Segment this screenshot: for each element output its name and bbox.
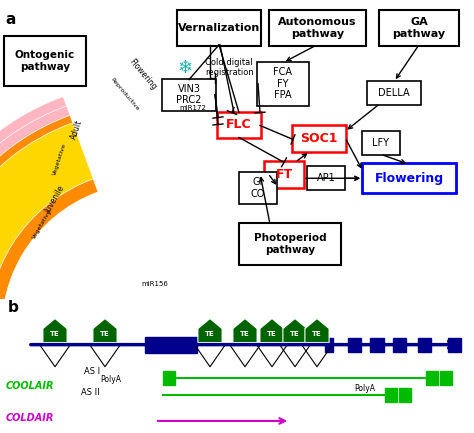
Text: PolyA: PolyA — [100, 375, 121, 384]
Bar — [145, 336, 197, 352]
Text: AS II: AS II — [82, 388, 100, 397]
Text: miR172: miR172 — [180, 104, 207, 110]
Polygon shape — [260, 319, 284, 343]
FancyBboxPatch shape — [362, 132, 400, 155]
Bar — [393, 338, 406, 352]
FancyBboxPatch shape — [217, 112, 261, 139]
Text: Photoperiod
pathway: Photoperiod pathway — [254, 233, 326, 255]
Text: AS I: AS I — [84, 367, 100, 376]
Text: a: a — [5, 12, 15, 27]
Text: Ontogenic
pathway: Ontogenic pathway — [15, 50, 75, 71]
Polygon shape — [305, 319, 329, 343]
Text: Autonomous
pathway: Autonomous pathway — [278, 17, 357, 39]
Wedge shape — [0, 97, 67, 229]
Bar — [370, 338, 384, 352]
Text: b: b — [8, 301, 19, 316]
FancyBboxPatch shape — [367, 81, 421, 105]
FancyBboxPatch shape — [362, 163, 456, 193]
FancyBboxPatch shape — [177, 10, 261, 46]
FancyBboxPatch shape — [264, 162, 304, 188]
FancyBboxPatch shape — [239, 172, 277, 204]
FancyBboxPatch shape — [379, 10, 459, 46]
Text: miR156: miR156 — [142, 281, 168, 287]
Text: FLC: FLC — [226, 119, 252, 132]
FancyBboxPatch shape — [239, 223, 341, 265]
Text: Juvenile: Juvenile — [44, 184, 66, 214]
Wedge shape — [0, 97, 67, 229]
Bar — [325, 338, 333, 352]
Wedge shape — [0, 106, 70, 270]
FancyBboxPatch shape — [162, 79, 216, 110]
FancyBboxPatch shape — [269, 10, 366, 46]
Text: Reproductive: Reproductive — [109, 77, 140, 112]
Bar — [448, 338, 461, 352]
Wedge shape — [0, 123, 93, 348]
Bar — [426, 371, 438, 385]
FancyBboxPatch shape — [292, 126, 346, 152]
Text: TE: TE — [290, 331, 300, 336]
Text: ❄: ❄ — [177, 59, 192, 77]
Text: AP1: AP1 — [317, 173, 336, 183]
Text: COLDAIR: COLDAIR — [6, 413, 54, 423]
Text: Vegetative: Vegetative — [53, 142, 68, 176]
Text: Cold digital
registration: Cold digital registration — [205, 58, 254, 78]
Text: GA
pathway: GA pathway — [392, 17, 446, 39]
Text: TE: TE — [100, 331, 110, 336]
Text: FCA
FY
FPA: FCA FY FPA — [273, 67, 292, 100]
Bar — [399, 388, 411, 402]
Bar — [440, 371, 452, 385]
Text: Vernalization: Vernalization — [178, 23, 260, 33]
Text: Flowering: Flowering — [374, 172, 444, 185]
Polygon shape — [233, 319, 257, 343]
Bar — [163, 371, 175, 385]
Text: Vegetative: Vegetative — [31, 208, 53, 240]
Text: TE: TE — [267, 331, 277, 336]
Text: TE: TE — [240, 331, 250, 336]
Text: COOLAIR: COOLAIR — [6, 381, 54, 391]
Polygon shape — [198, 319, 222, 343]
Wedge shape — [0, 379, 148, 433]
Wedge shape — [0, 108, 148, 433]
Wedge shape — [0, 108, 86, 252]
Text: LFY: LFY — [373, 139, 390, 149]
Text: FT: FT — [275, 168, 292, 181]
Text: GI
CO: GI CO — [251, 178, 265, 199]
Polygon shape — [43, 319, 67, 343]
Text: Adult: Adult — [70, 119, 84, 140]
Text: Flowering: Flowering — [128, 58, 158, 92]
Text: SOC1: SOC1 — [300, 132, 338, 145]
Text: DELLA: DELLA — [378, 87, 410, 97]
Bar — [348, 338, 361, 352]
Polygon shape — [93, 319, 117, 343]
Text: VIN3
PRC2: VIN3 PRC2 — [176, 84, 202, 105]
FancyBboxPatch shape — [307, 166, 345, 190]
Text: PolyA: PolyA — [354, 385, 375, 393]
Text: TE: TE — [50, 331, 60, 336]
Wedge shape — [0, 398, 148, 433]
Bar — [418, 338, 431, 352]
Bar — [385, 388, 397, 402]
FancyBboxPatch shape — [257, 62, 309, 106]
FancyBboxPatch shape — [4, 36, 86, 86]
Polygon shape — [283, 319, 307, 343]
Text: TE: TE — [205, 331, 215, 336]
Text: TE: TE — [312, 331, 322, 336]
